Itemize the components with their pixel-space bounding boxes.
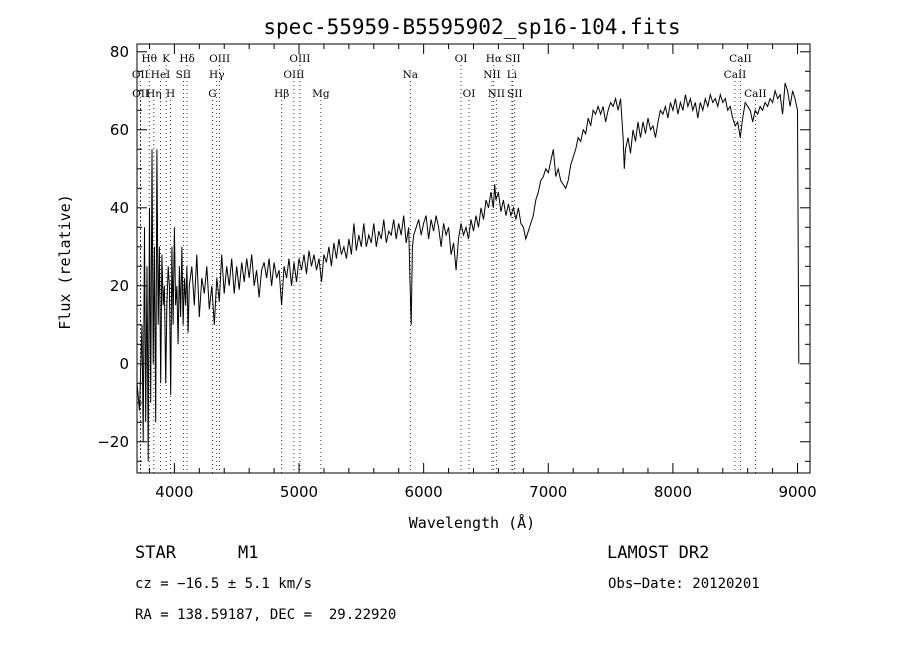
x-tick-label: 8000: [654, 483, 692, 501]
object-subclass: M1: [238, 543, 259, 563]
spectral-line-label: Mg: [312, 88, 330, 100]
spectral-line-label: OI: [463, 88, 476, 100]
spectrum-line: [136, 82, 800, 462]
redshift-velocity: cz = −16.5 ± 5.1 km/s: [135, 576, 313, 592]
object-class: STAR: [135, 543, 176, 563]
y-tick-label: −20: [97, 433, 129, 451]
spectral-line-label: CaII: [729, 53, 752, 65]
plot-frame: [136, 43, 811, 474]
chart-title: spec-55959-B5595902_sp16-104.fits: [263, 15, 680, 39]
spectral-line-label: OIII: [289, 53, 310, 65]
x-tick-label: 9000: [778, 483, 816, 501]
spectral-line-label: Hδ: [179, 53, 194, 65]
y-tick-label: 0: [119, 355, 129, 373]
x-tick-label: 5000: [280, 483, 318, 501]
spectral-line-label: Hη: [146, 88, 161, 100]
spectral-line-label: Hγ: [209, 69, 224, 81]
spectral-line-label: SII: [505, 53, 521, 65]
spectral-line-label: Hβ: [274, 88, 289, 100]
y-axis: −20 0 20 40 60 80: [97, 43, 810, 462]
survey-name: LAMOST DR2: [607, 543, 710, 563]
spectral-line-label: H: [166, 88, 175, 100]
coordinates: RA = 138.59187, DEC = 29.22920: [135, 607, 397, 623]
x-axis: 4000 5000 6000 7000 8000 9000: [148, 44, 817, 501]
y-axis-label: Flux (relative): [56, 194, 74, 329]
x-tick-label: 7000: [529, 483, 567, 501]
x-axis-label: Wavelength (Å): [409, 513, 535, 532]
spectral-line-label: Hα: [486, 53, 502, 65]
spectral-line-label: CaII: [724, 69, 747, 81]
spectral-line-label: CaII: [744, 88, 767, 100]
observation-date: Obs−Date: 20120201: [608, 576, 760, 592]
x-tick-label: 6000: [405, 483, 443, 501]
spectral-line-label: OI: [455, 53, 468, 65]
spectral-line-label: NII: [488, 88, 505, 100]
spectral-line-label: K: [162, 53, 170, 65]
spectral-line-label: SII: [507, 88, 523, 100]
x-tick-label: 4000: [155, 483, 193, 501]
spectral-line-label: Na: [403, 69, 418, 81]
spectral-line-label: OII: [132, 69, 149, 81]
spectral-line-label: G: [208, 88, 216, 100]
y-tick-label: 20: [110, 277, 129, 295]
y-tick-label: 60: [110, 121, 129, 139]
y-tick-label: 80: [110, 43, 129, 61]
spectral-line-label: NII: [483, 69, 500, 81]
spectral-line-label: OIII: [283, 69, 304, 81]
spectral-line-label: SII: [176, 69, 192, 81]
spectral-line-label: HeI: [151, 69, 171, 81]
spectral-line-label: OIII: [209, 53, 230, 65]
spectral-line-label: OII: [132, 88, 149, 100]
y-tick-label: 40: [110, 199, 129, 217]
spectral-line-label: Li: [507, 69, 518, 81]
spectral-line-label: Hθ: [141, 53, 156, 65]
